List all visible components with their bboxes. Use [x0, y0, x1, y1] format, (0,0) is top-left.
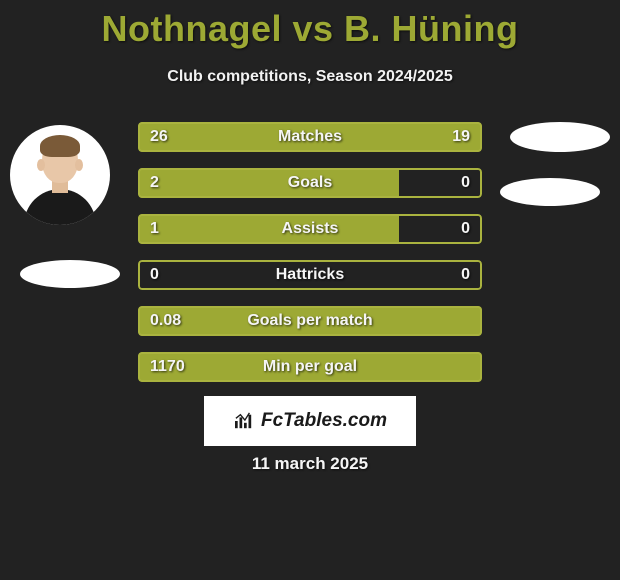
stat-row: Matches26 19 [138, 122, 482, 152]
subtitle: Club competitions, Season 2024/2025 [0, 68, 620, 86]
stat-value-left: 26 [150, 122, 168, 152]
stat-value-left: 1 [150, 214, 159, 244]
stat-label: Matches [138, 122, 482, 152]
stat-value-right: 0 [461, 214, 470, 244]
brand-text: FcTables.com [261, 410, 387, 432]
stats-bars: Matches2619Goals20Assists10Hattricks00Go… [138, 122, 482, 398]
stat-label: Goals per match [138, 306, 482, 336]
stat-value-left: 0.08 [150, 306, 181, 336]
stat-value-left: 1170 [150, 352, 185, 382]
stat-row: Min per goal1170 [138, 352, 482, 382]
stat-value-left: 2 [150, 168, 159, 198]
stat-row: Goals per match0.08 [138, 306, 482, 336]
player-right-avatar [510, 122, 610, 152]
player-left-club-logo [20, 260, 120, 288]
brand-chart-icon [233, 412, 255, 430]
stat-value-left: 0 [150, 260, 159, 290]
stat-label: Assists [138, 214, 482, 244]
stat-value-right: 19 [452, 122, 470, 152]
date-text: 11 march 2025 [0, 454, 620, 474]
stat-label: Hattricks [138, 260, 482, 290]
stat-value-right: 0 [461, 168, 470, 198]
page-title: Nothnagel vs B. Hüning [0, 0, 620, 50]
player-left-avatar [10, 125, 110, 225]
brand-box: FcTables.com [204, 396, 416, 446]
player-right-club-logo [500, 178, 600, 206]
stat-label: Min per goal [138, 352, 482, 382]
stat-label: Goals [138, 168, 482, 198]
stat-row: Goals2 0 [138, 168, 482, 198]
stat-value-right: 0 [461, 260, 470, 290]
stat-row: Assists1 0 [138, 214, 482, 244]
stat-row: Hattricks0 0 [138, 260, 482, 290]
